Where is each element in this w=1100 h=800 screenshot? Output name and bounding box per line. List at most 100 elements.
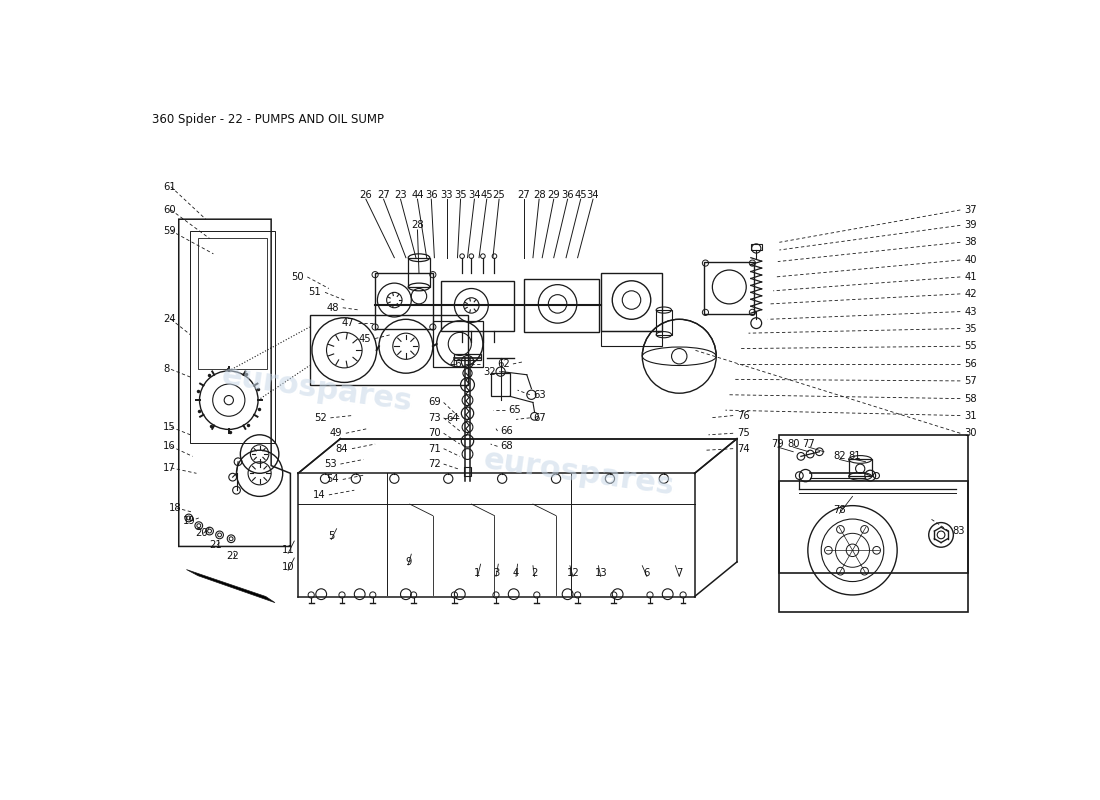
Text: 77: 77: [802, 439, 815, 449]
Polygon shape: [186, 570, 275, 602]
Bar: [779, 435, 968, 574]
Text: 65: 65: [508, 405, 521, 415]
Text: 50: 50: [290, 272, 304, 282]
Bar: [492, 373, 510, 396]
Text: 4: 4: [513, 568, 519, 578]
Text: 51: 51: [308, 287, 321, 298]
Text: 5: 5: [328, 531, 334, 542]
Text: 82: 82: [833, 451, 846, 462]
Bar: [464, 467, 472, 476]
Text: 28: 28: [411, 220, 424, 230]
Text: 44: 44: [411, 190, 424, 199]
Text: 71: 71: [428, 444, 440, 454]
Text: 3: 3: [493, 568, 499, 578]
Text: 48: 48: [327, 302, 339, 313]
Text: 8: 8: [163, 364, 169, 374]
Text: 47: 47: [342, 318, 354, 328]
Text: 42: 42: [964, 289, 977, 299]
Text: 360 Spider - 22 - PUMPS AND OIL SUMP: 360 Spider - 22 - PUMPS AND OIL SUMP: [152, 113, 384, 126]
Text: 55: 55: [964, 342, 977, 351]
Text: 20: 20: [196, 528, 208, 538]
Bar: [656, 310, 671, 334]
Text: 63: 63: [534, 390, 546, 400]
Text: 13: 13: [594, 568, 607, 578]
Text: 10: 10: [282, 562, 295, 572]
Text: 7: 7: [676, 568, 682, 578]
Bar: [601, 273, 662, 331]
Bar: [408, 258, 430, 287]
Text: 58: 58: [964, 394, 977, 404]
Text: 36: 36: [425, 190, 438, 199]
Text: 57: 57: [964, 376, 977, 386]
Text: 40: 40: [964, 255, 977, 265]
Text: 49: 49: [329, 428, 342, 438]
Text: 39: 39: [964, 220, 977, 230]
Text: 83: 83: [953, 526, 965, 536]
Text: 61: 61: [163, 182, 176, 192]
Text: 52: 52: [314, 413, 327, 423]
Text: 78: 78: [833, 506, 846, 515]
Bar: [440, 281, 514, 331]
Text: 23: 23: [394, 190, 407, 199]
Text: 62: 62: [497, 359, 510, 369]
Text: 45: 45: [481, 190, 493, 199]
Text: 46: 46: [450, 359, 462, 369]
Bar: [751, 244, 761, 250]
Text: 79: 79: [771, 439, 784, 449]
Text: 45: 45: [359, 334, 372, 343]
Bar: [433, 321, 483, 367]
Bar: [849, 459, 871, 476]
Text: 36: 36: [561, 190, 574, 199]
Text: 30: 30: [964, 428, 977, 438]
Text: eurospares: eurospares: [220, 361, 415, 416]
Text: 2: 2: [531, 568, 538, 578]
Text: 21: 21: [209, 540, 222, 550]
Text: 11: 11: [282, 546, 295, 555]
Text: 53: 53: [324, 459, 337, 469]
Text: 70: 70: [428, 428, 440, 438]
Text: 56: 56: [964, 359, 977, 369]
Text: 54: 54: [327, 474, 339, 485]
Bar: [310, 315, 468, 385]
Text: 73: 73: [428, 413, 440, 423]
Text: 22: 22: [227, 550, 239, 561]
Text: 6: 6: [644, 568, 650, 578]
Text: 27: 27: [377, 190, 389, 199]
Bar: [601, 331, 662, 346]
Text: 41: 41: [964, 272, 977, 282]
Text: 33: 33: [440, 190, 453, 199]
Text: 76: 76: [737, 410, 750, 421]
Text: 35: 35: [454, 190, 466, 199]
Text: 66: 66: [500, 426, 514, 436]
Text: 34: 34: [469, 190, 481, 199]
Text: 60: 60: [163, 205, 176, 215]
Text: 9: 9: [405, 557, 411, 567]
Text: 72: 72: [428, 459, 440, 469]
Bar: [453, 354, 482, 360]
Text: 37: 37: [964, 205, 977, 215]
Text: 32: 32: [483, 366, 496, 377]
Text: 64: 64: [447, 413, 460, 423]
Text: 1: 1: [474, 568, 481, 578]
Bar: [524, 279, 600, 332]
Text: 15: 15: [163, 422, 176, 432]
Bar: [704, 262, 754, 314]
Text: 28: 28: [532, 190, 546, 199]
Text: 75: 75: [737, 428, 750, 438]
Text: 25: 25: [493, 190, 505, 199]
Text: 80: 80: [786, 439, 800, 449]
Text: 59: 59: [163, 226, 176, 236]
Text: 27: 27: [517, 190, 530, 199]
Text: 14: 14: [312, 490, 326, 500]
Bar: [779, 481, 968, 612]
Text: 84: 84: [336, 444, 348, 454]
Text: 12: 12: [566, 568, 580, 578]
Text: 74: 74: [737, 444, 749, 454]
Text: 45: 45: [574, 190, 587, 199]
Text: 26: 26: [360, 190, 372, 199]
Bar: [375, 273, 433, 329]
Text: 38: 38: [964, 238, 977, 247]
Text: 67: 67: [534, 413, 546, 423]
Text: 69: 69: [428, 398, 440, 407]
Text: 24: 24: [163, 314, 176, 324]
